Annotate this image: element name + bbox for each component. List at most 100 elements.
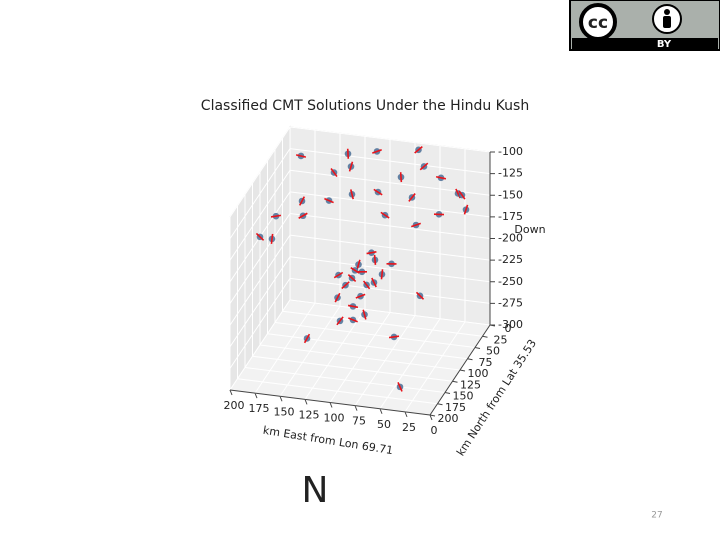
cc-logo: cc xyxy=(588,13,608,33)
license-badge: cc BY xyxy=(569,0,720,51)
mechanism-tick xyxy=(399,172,403,183)
chart-title: Classified CMT Solutions Under the Hindu… xyxy=(201,98,529,114)
y-tick-label: 100 xyxy=(468,367,489,380)
y-tick xyxy=(467,358,473,361)
mechanism-tick xyxy=(298,212,308,219)
x-tick-label: 75 xyxy=(352,415,366,428)
page-number: 27 xyxy=(651,511,662,521)
mechanism-tick xyxy=(380,211,390,219)
x-tick-label: 200 xyxy=(224,399,245,412)
grid-line xyxy=(289,299,491,326)
y-tick-label: 125 xyxy=(460,378,481,391)
mechanism-tick xyxy=(270,233,274,244)
badge-bar xyxy=(572,38,718,49)
mechanism-tick xyxy=(371,277,377,288)
z-axis-label: Down xyxy=(514,223,545,236)
y-tick-label: 75 xyxy=(479,356,493,369)
z-tick-label: -200 xyxy=(498,232,523,245)
x-tick xyxy=(404,411,408,418)
grid-line xyxy=(289,234,491,261)
y-tick-label: 25 xyxy=(494,333,508,346)
x-tick-label: 0 xyxy=(431,424,438,437)
mechanism-tick xyxy=(350,189,354,200)
z-tick-label: -300 xyxy=(498,318,523,331)
mechanism-tick xyxy=(372,148,382,154)
x-tick xyxy=(429,414,433,421)
by-head xyxy=(664,9,670,15)
grid-line xyxy=(244,367,446,393)
axis-line xyxy=(229,389,431,416)
mechanism-tick xyxy=(380,269,384,280)
grid-line xyxy=(267,333,468,360)
z-tick-label: -250 xyxy=(498,275,523,288)
y-tick xyxy=(482,335,488,338)
mechanism-tick xyxy=(346,148,350,159)
x-tick-label: 150 xyxy=(274,405,295,418)
mechanism-tick xyxy=(408,193,416,202)
mechanism-tick xyxy=(255,232,265,241)
grid-line xyxy=(229,126,291,218)
grid-line xyxy=(229,148,291,239)
mechanism-tick xyxy=(355,293,366,299)
mechanism-tick xyxy=(334,292,341,303)
mechanism-tick xyxy=(373,188,383,196)
x-tick-label: 25 xyxy=(402,421,416,434)
grid-line xyxy=(289,256,491,283)
axis-line xyxy=(429,324,491,416)
y-tick xyxy=(452,380,458,383)
y-tick xyxy=(429,414,436,417)
y-tick xyxy=(444,392,451,394)
grid-line xyxy=(229,256,291,348)
mechanism-tick xyxy=(348,317,358,323)
grid-line xyxy=(289,191,491,218)
grid-line xyxy=(229,169,291,261)
plot xyxy=(255,145,470,392)
mechanism-tick xyxy=(348,161,354,172)
mechanism-tick xyxy=(366,251,377,255)
y-tick-label: 200 xyxy=(438,412,459,425)
y-tick xyxy=(437,403,443,406)
mechanism-tick xyxy=(362,280,371,290)
mechanism-tick xyxy=(270,214,282,218)
grid-line xyxy=(282,310,483,337)
z-tick-label: -150 xyxy=(498,188,523,201)
by-body xyxy=(663,16,671,28)
mechanism-tick xyxy=(333,271,344,279)
mechanism-tick xyxy=(463,204,469,215)
mechanism-tick xyxy=(324,197,334,204)
mechanism-tick xyxy=(347,304,359,309)
mechanism-tick xyxy=(411,222,421,228)
y-tick-label: 0 xyxy=(505,322,512,335)
cc-circle xyxy=(579,3,617,41)
mechanism-tick xyxy=(458,190,466,200)
grid-line xyxy=(274,322,476,348)
grid-line xyxy=(229,278,291,369)
mechanism-tick xyxy=(373,254,377,265)
mechanism-tick xyxy=(435,175,447,180)
grid-line xyxy=(289,126,491,153)
grid-line xyxy=(259,344,461,371)
grid-line xyxy=(252,355,453,382)
y-tick-label: 175 xyxy=(445,401,466,414)
x-tick-label: 100 xyxy=(324,412,345,425)
z-tick-label: -175 xyxy=(498,210,523,223)
mechanism-tick xyxy=(295,154,307,158)
mechanism-tick xyxy=(414,145,423,154)
mechanism-tick xyxy=(356,259,361,270)
x-tick-label: 175 xyxy=(249,402,270,415)
y-tick-label: 50 xyxy=(486,345,500,358)
y-tick xyxy=(474,347,481,349)
mechanism-tick xyxy=(350,267,360,274)
mechanism-tick xyxy=(298,196,306,206)
x-tick xyxy=(254,392,258,399)
mechanism-tick xyxy=(419,162,429,171)
x-tick xyxy=(354,405,358,411)
grid-line xyxy=(289,148,491,175)
grid-line xyxy=(229,234,291,326)
slide-marker: N xyxy=(302,470,329,511)
x-tick xyxy=(329,402,333,408)
x-tick xyxy=(379,408,383,414)
mechanism-tick xyxy=(347,274,357,283)
z-tick-label: -125 xyxy=(498,167,523,180)
